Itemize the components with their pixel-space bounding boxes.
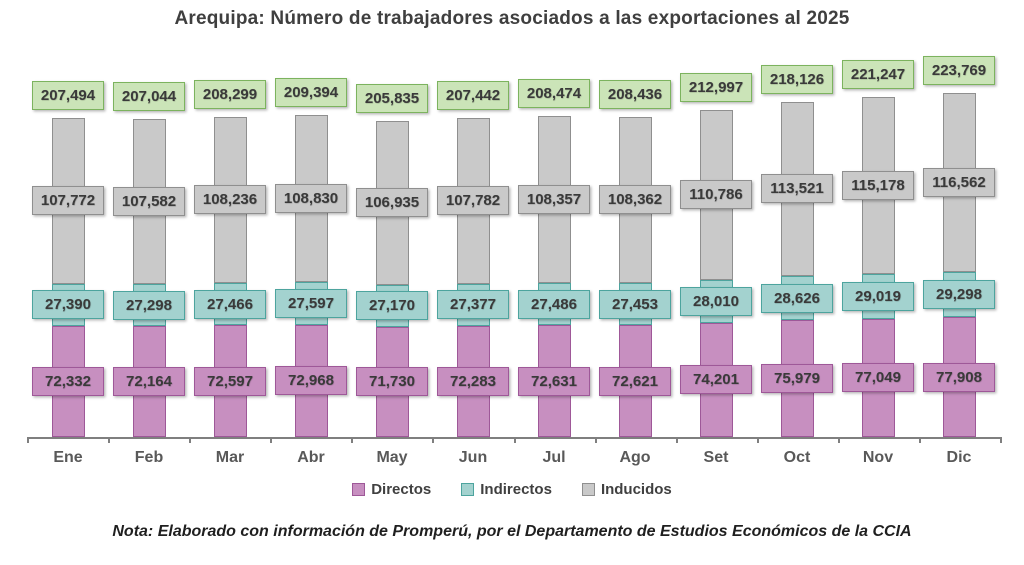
total-label: 223,769 [923,55,995,85]
month-label: Ago [619,449,651,466]
month-label: Ene [53,449,83,466]
value-label-directos: 71,730 [356,367,428,397]
legend-swatch-inducidos [581,483,595,496]
x-axis-tick [351,437,354,443]
total-label: 205,835 [356,83,428,113]
value-label-inducidos: 108,830 [275,184,347,214]
value-label-directos: 72,597 [194,366,266,396]
value-label-directos: 72,164 [113,367,185,397]
value-label-indirectos: 27,453 [599,289,671,319]
x-axis-tick [675,437,678,443]
value-label-inducidos: 107,782 [437,186,509,216]
month-label: Feb [134,449,164,466]
value-label-inducidos: 106,935 [356,188,428,218]
total-label: 208,436 [599,79,671,109]
total-label: 207,044 [113,81,185,111]
month-label: May [376,449,408,466]
month-label: Oct [783,449,811,466]
x-axis-tick [594,437,597,443]
value-label-directos: 72,631 [518,366,590,396]
total-label: 207,442 [437,81,509,111]
legend-label-inducidos: Inducidos [600,481,672,498]
value-label-indirectos: 27,597 [275,289,347,319]
x-axis-tick [270,437,273,443]
value-label-inducidos: 115,178 [842,170,914,200]
month-label: Set [703,449,729,466]
x-axis-tick [27,437,29,443]
value-label-indirectos: 29,019 [842,281,914,311]
value-label-directos: 72,621 [599,366,671,396]
legend-item-indirectos: Indirectos [461,481,552,498]
total-label: 207,494 [32,81,104,110]
legend-swatch-directos [352,483,366,496]
value-label-directos: 77,049 [842,363,914,393]
value-label-inducidos: 108,236 [194,185,266,215]
month-label: Jul [542,449,566,466]
value-label-directos: 72,283 [437,366,509,396]
legend-swatch-indirectos [461,483,475,496]
value-label-indirectos: 27,466 [194,289,266,319]
value-label-inducidos: 116,562 [923,168,995,198]
value-label-indirectos: 29,298 [923,280,995,310]
legend-label-indirectos: Indirectos [480,481,552,498]
value-label-inducidos: 108,362 [599,185,671,215]
x-axis-tick [108,437,111,443]
value-label-directos: 72,332 [32,366,104,396]
value-label-directos: 77,908 [923,362,995,392]
month-label: Mar [215,449,245,466]
value-label-indirectos: 28,010 [680,286,752,316]
value-label-inducidos: 110,786 [680,180,752,210]
value-label-indirectos: 27,390 [32,290,104,320]
total-label: 208,299 [194,79,266,109]
month-label: Jun [458,449,488,466]
total-label: 209,394 [275,78,347,108]
month-label: Nov [862,449,894,466]
x-axis-tick [189,437,192,443]
month-label: Dic [946,449,972,466]
value-label-indirectos: 27,377 [437,290,509,320]
legend: Directos Indirectos Inducidos [0,481,1024,498]
x-axis-tick [513,437,516,443]
value-label-directos: 72,968 [275,366,347,396]
x-axis-tick [1000,437,1002,443]
legend-item-directos: Directos [352,481,431,498]
x-axis-tick [756,437,759,443]
value-label-inducidos: 113,521 [761,174,833,204]
value-label-indirectos: 27,486 [518,289,590,319]
value-label-directos: 75,979 [761,364,833,394]
value-label-inducidos: 108,357 [518,185,590,215]
value-label-indirectos: 27,170 [356,291,428,321]
x-axis-tick [918,437,921,443]
total-label: 218,126 [761,64,833,94]
total-label: 212,997 [680,72,752,102]
value-label-inducidos: 107,772 [32,186,104,216]
x-axis-tick [432,437,435,443]
total-label: 208,474 [518,79,590,109]
chart-title: Arequipa: Número de trabajadores asociad… [174,8,850,29]
legend-label-directos: Directos [371,481,432,498]
value-label-directos: 74,201 [680,365,752,395]
value-label-inducidos: 107,582 [113,186,185,216]
source-note: Nota: Elaborado con información de Promp… [112,523,912,540]
x-axis-tick [837,437,840,443]
value-label-indirectos: 28,626 [761,283,833,313]
value-label-indirectos: 27,298 [113,290,185,320]
total-label: 221,247 [842,59,914,89]
month-label: Abr [297,449,325,466]
legend-item-inducidos: Inducidos [581,481,672,498]
